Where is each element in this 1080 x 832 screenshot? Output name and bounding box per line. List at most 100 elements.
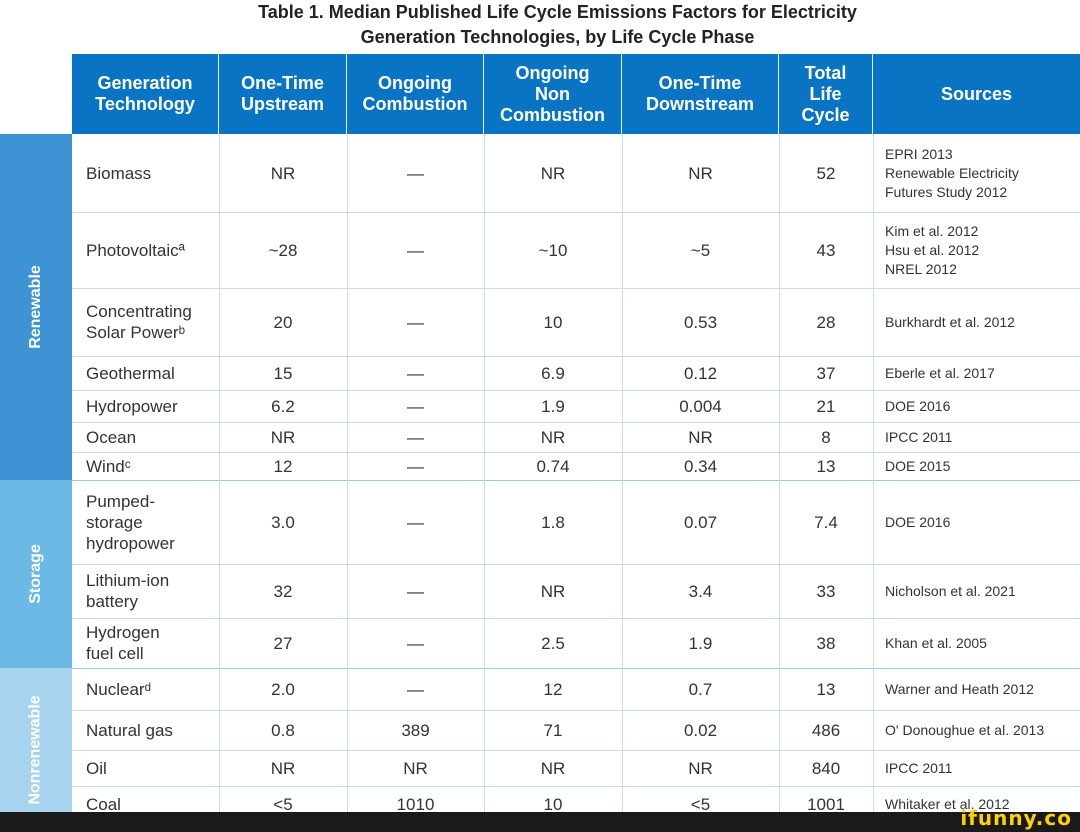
cell-technology-text: Lithium-ion battery (86, 571, 170, 611)
row-divider (72, 212, 1080, 213)
cell-non-combustion: 10 (484, 786, 622, 822)
cell-non-combustion-text: 12 (543, 679, 563, 699)
cell-sources-text: Khan et al. 2005 (885, 634, 987, 651)
cell-total-text: 37 (816, 363, 836, 383)
row-divider (72, 786, 1080, 787)
cell-technology: Pumped- storage hydropower (72, 480, 219, 564)
cell-upstream-text: 15 (273, 363, 293, 383)
cell-sources: DOE 2016 (873, 480, 1080, 564)
cell-technology: Natural gas (72, 710, 219, 750)
cell-combustion-text: — (407, 396, 424, 416)
cell-non-combustion: NR (484, 564, 622, 618)
cell-total-text: 21 (816, 396, 836, 416)
cell-total-text: 840 (811, 758, 841, 778)
cell-combustion-text: — (407, 427, 424, 447)
cell-sources-text: DOE 2016 (885, 397, 951, 414)
cell-downstream: 0.004 (622, 390, 779, 422)
cell-sources: Whitaker et al. 2012 (873, 786, 1080, 822)
cell-non-combustion: 0.74 (484, 452, 622, 480)
cell-total-text: 43 (816, 240, 836, 260)
cell-technology: Nuclearᵈ (72, 668, 219, 710)
cell-downstream-text: 0.53 (683, 312, 718, 332)
header-ongoing-combustion: Ongoing Combustion (347, 54, 484, 134)
cell-downstream-text: NR (688, 163, 713, 183)
cell-combustion-text: — (407, 363, 424, 383)
cell-combustion-text: — (407, 633, 424, 653)
footer-bar (0, 812, 1080, 832)
cell-technology: Hydropower (72, 390, 219, 422)
cell-combustion-text: — (407, 581, 424, 601)
cell-downstream: NR (622, 750, 779, 786)
cell-non-combustion-text: NR (540, 427, 566, 447)
header-one-time-downstream: One-Time Downstream (622, 54, 779, 134)
cell-non-combustion: 6.9 (484, 356, 622, 390)
cell-technology: Geothermal (72, 356, 219, 390)
cell-non-combustion-text: 1.8 (541, 512, 565, 532)
cell-sources: Khan et al. 2005 (873, 618, 1080, 668)
cell-combustion-text: 1010 (396, 794, 435, 814)
row-divider (72, 564, 1080, 565)
cell-upstream-text: 32 (273, 581, 293, 601)
cell-upstream-text: ~28 (268, 240, 298, 260)
row-divider (72, 390, 1080, 391)
cell-sources-text: Whitaker et al. 2012 (885, 795, 1010, 812)
cell-upstream: 20 (219, 288, 347, 356)
cell-downstream: ~5 (622, 212, 779, 288)
cell-downstream: 0.53 (622, 288, 779, 356)
cell-technology-text: Hydrogen fuel cell (86, 623, 160, 663)
cell-total: 486 (779, 710, 873, 750)
cell-total-text: 33 (816, 581, 836, 601)
cell-downstream: 0.07 (622, 480, 779, 564)
cell-downstream: 1.9 (622, 618, 779, 668)
row-divider (72, 618, 1080, 619)
column-divider (484, 134, 485, 824)
cell-sources: DOE 2015 (873, 452, 1080, 480)
cell-technology-text: Nuclearᵈ (86, 679, 151, 699)
cell-total: 13 (779, 452, 873, 480)
row-divider (72, 356, 1080, 357)
cell-sources: Burkhardt et al. 2012 (873, 288, 1080, 356)
cell-combustion: 389 (347, 710, 484, 750)
cell-combustion: — (347, 212, 484, 288)
cell-technology: Oil (72, 750, 219, 786)
cell-downstream: NR (622, 134, 779, 212)
cell-downstream: <5 (622, 786, 779, 822)
cell-upstream-text: 3.0 (271, 512, 295, 532)
cell-upstream-text: NR (270, 163, 296, 183)
cell-total-text: 8 (821, 427, 831, 447)
cell-technology-text: Biomass (86, 163, 152, 183)
cell-total-text: 7.4 (814, 512, 838, 532)
cell-total-text: 13 (816, 456, 836, 476)
cell-downstream-text: 0.004 (679, 396, 722, 416)
cell-total: 52 (779, 134, 873, 212)
cell-upstream-text: NR (270, 758, 296, 778)
cell-upstream: ~28 (219, 212, 347, 288)
cell-combustion: — (347, 288, 484, 356)
cell-sources: Eberle et al. 2017 (873, 356, 1080, 390)
cell-non-combustion-text: 0.74 (536, 456, 570, 476)
cell-total-text: 486 (811, 720, 841, 740)
cell-combustion-text: — (407, 456, 424, 476)
column-divider (779, 134, 780, 824)
cell-technology-text: Natural gas (86, 720, 173, 740)
cell-sources: DOE 2016 (873, 390, 1080, 422)
header-total-life-cycle: Total Life Cycle (779, 54, 873, 134)
cell-downstream-text: 0.07 (683, 512, 718, 532)
cell-technology: Windᶜ (72, 452, 219, 480)
cell-upstream: 2.0 (219, 668, 347, 710)
cell-upstream-text: 20 (273, 312, 293, 332)
header-ongoing-non-combustion: Ongoing Non Combustion (484, 54, 622, 134)
cell-combustion: — (347, 564, 484, 618)
cell-upstream-text: 12 (273, 456, 293, 476)
cell-sources: IPCC 2011 (873, 750, 1080, 786)
cell-non-combustion: 2.5 (484, 618, 622, 668)
group-band-storage: Storage (0, 480, 72, 668)
table-title: Table 1. Median Published Life Cycle Emi… (0, 0, 1080, 50)
cell-non-combustion: NR (484, 134, 622, 212)
header-sources: Sources (873, 54, 1080, 134)
cell-total: 13 (779, 668, 873, 710)
cell-combustion-text: — (407, 163, 424, 183)
cell-technology: Hydrogen fuel cell (72, 618, 219, 668)
cell-sources-text: EPRI 2013 Renewable Electricity Futures … (885, 145, 1019, 200)
cell-total-text: 52 (816, 163, 836, 183)
